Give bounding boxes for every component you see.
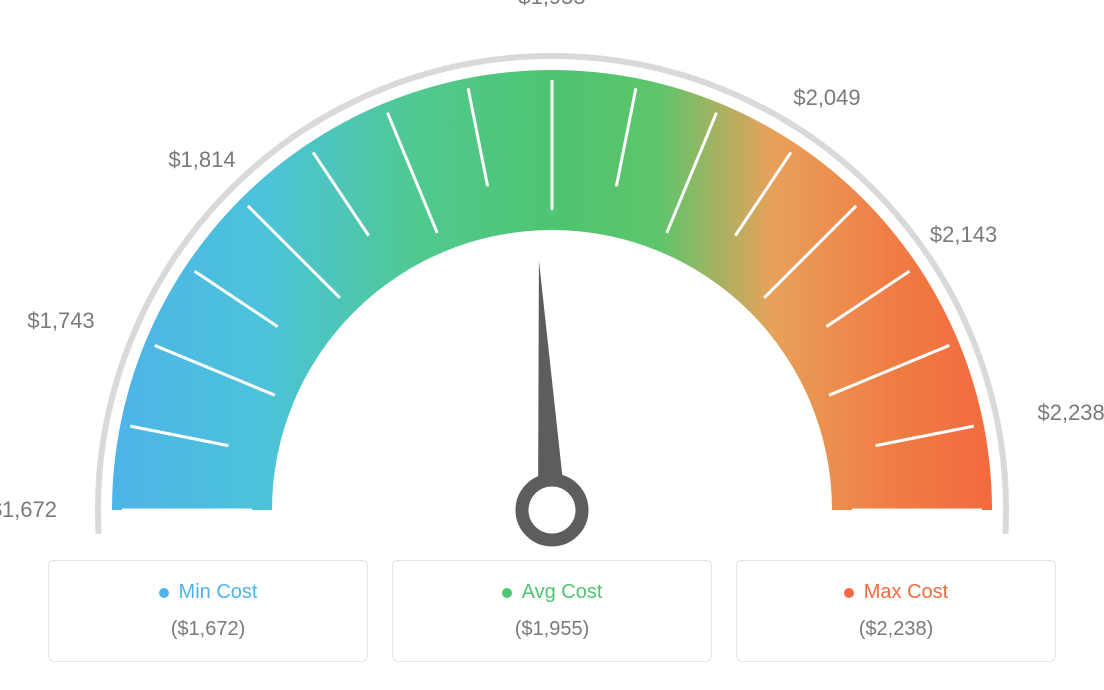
scale-label: $2,049 bbox=[793, 85, 860, 111]
dot-icon bbox=[844, 588, 854, 598]
dot-icon bbox=[502, 588, 512, 598]
avg-cost-label: Avg Cost bbox=[522, 581, 603, 604]
summary-cards: Min Cost ($1,672) Avg Cost ($1,955) Max … bbox=[0, 560, 1104, 662]
min-cost-value: ($1,672) bbox=[59, 618, 357, 641]
scale-label: $1,955 bbox=[518, 0, 585, 10]
avg-cost-value: ($1,955) bbox=[403, 618, 701, 641]
max-cost-value: ($2,238) bbox=[747, 618, 1045, 641]
scale-label: $1,814 bbox=[168, 147, 235, 173]
avg-cost-card: Avg Cost ($1,955) bbox=[392, 560, 712, 662]
min-cost-label: Min Cost bbox=[179, 581, 258, 604]
dot-icon bbox=[159, 588, 169, 598]
max-cost-card: Max Cost ($2,238) bbox=[736, 560, 1056, 662]
min-cost-title: Min Cost bbox=[159, 581, 258, 604]
scale-label: $2,143 bbox=[930, 222, 997, 248]
scale-label: $1,672 bbox=[0, 497, 57, 523]
max-cost-label: Max Cost bbox=[864, 581, 948, 604]
scale-label: $2,238 bbox=[1037, 400, 1104, 426]
gauge-svg bbox=[0, 0, 1104, 560]
avg-cost-title: Avg Cost bbox=[502, 581, 603, 604]
max-cost-title: Max Cost bbox=[844, 581, 948, 604]
scale-label: $1,743 bbox=[27, 308, 94, 334]
gauge-chart: $1,672 $1,743 $1,814 $1,955 $2,049 $2,143 $2,2… bbox=[0, 0, 1104, 550]
min-cost-card: Min Cost ($1,672) bbox=[48, 560, 368, 662]
